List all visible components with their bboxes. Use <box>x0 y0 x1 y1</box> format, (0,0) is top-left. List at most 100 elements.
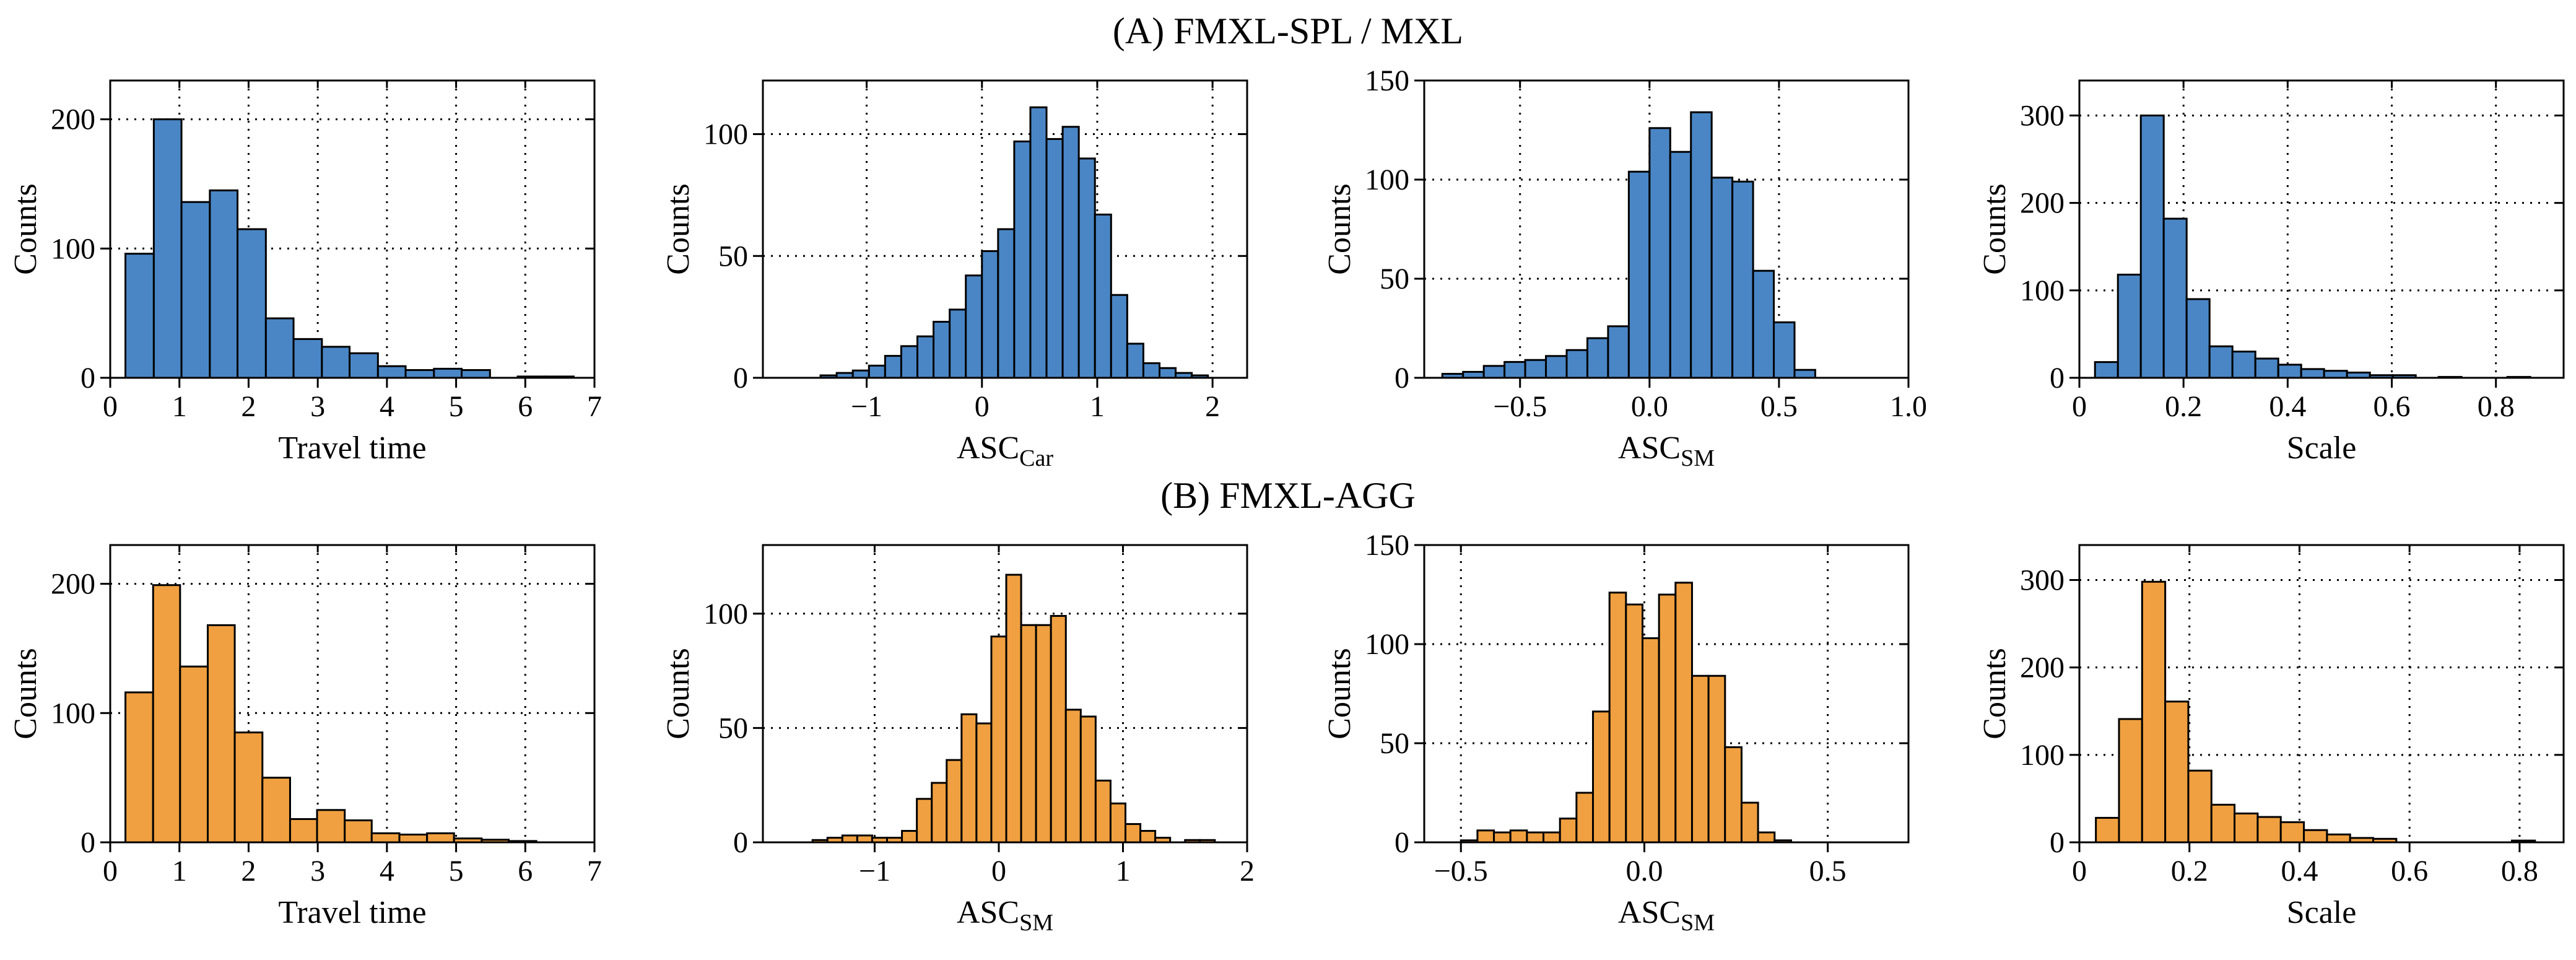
histogram-bar <box>1658 593 1677 844</box>
y-tick-label: 0 <box>733 362 748 395</box>
histogram-bar <box>916 335 935 379</box>
x-tick-label: 5 <box>449 855 464 888</box>
histogram-bar <box>264 317 295 379</box>
histogram-bar <box>1503 360 1526 379</box>
histogram-bar <box>124 253 155 379</box>
histogram-bar <box>916 798 933 844</box>
histogram-bar <box>1142 362 1160 379</box>
histogram-bar <box>2300 368 2325 379</box>
y-tick-label: 50 <box>1380 263 1409 295</box>
histogram-bar <box>1482 365 1506 379</box>
y-tick-label: 100 <box>703 118 748 151</box>
histogram-bar <box>949 308 967 379</box>
x-tick-label: 4 <box>380 390 394 423</box>
x-tick-label: 1 <box>172 855 187 888</box>
y-tick-label: 100 <box>703 598 748 631</box>
histogram-bar <box>1005 574 1022 844</box>
histogram-bar <box>1669 151 1692 379</box>
histogram-bar <box>2139 114 2165 379</box>
histogram-bar <box>933 321 951 379</box>
histogram-bar <box>1559 818 1578 844</box>
histogram-bar <box>1648 127 1671 379</box>
histogram-bar <box>152 118 183 379</box>
histogram-bar <box>1575 792 1595 844</box>
x-tick-label: 7 <box>587 855 602 888</box>
histogram-bar <box>292 338 323 379</box>
histogram-bar <box>2210 803 2236 844</box>
x-axis-label: Travel time <box>278 430 426 466</box>
y-axis-label: Counts <box>8 183 43 274</box>
y-tick-label: 100 <box>1365 164 1409 196</box>
histogram-bar <box>1020 624 1037 844</box>
x-tick-label: 0.6 <box>2391 855 2428 888</box>
histogram-bar <box>1013 140 1032 379</box>
y-axis-label: Counts <box>8 648 43 739</box>
histogram-bar <box>1592 710 1611 844</box>
histogram-bar <box>1050 614 1067 844</box>
histogram-panel-5: 0 1 2 3 4 5 6 7 0 100 200 Travel time Counts <box>8 544 602 930</box>
histogram-bar <box>851 369 870 379</box>
histogram-bar <box>1094 213 1112 379</box>
histogram-bar <box>975 722 993 844</box>
histogram-bar <box>965 274 983 379</box>
plot-frame <box>109 544 596 844</box>
histogram-bar <box>404 369 435 379</box>
histogram-bar <box>1124 823 1142 844</box>
histogram-bar <box>1045 137 1064 379</box>
histogram-bar <box>2256 816 2282 844</box>
plot-frame <box>762 79 1248 379</box>
histogram-bar <box>1625 603 1643 844</box>
histogram-bar <box>960 713 978 844</box>
x-tick-label: −1 <box>859 855 890 888</box>
histogram-bar <box>884 355 902 379</box>
x-tick-label: 1.0 <box>1890 390 1927 423</box>
histogram-bar <box>461 369 491 379</box>
x-tick-label: 3 <box>310 390 325 423</box>
x-tick-label: 0.5 <box>1809 855 1847 888</box>
histogram-bar <box>1064 709 1082 844</box>
x-tick-label: 0.0 <box>1625 855 1663 888</box>
histogram-bar <box>2208 345 2234 379</box>
histogram-bar <box>2279 821 2305 844</box>
y-tick-label: 150 <box>1365 64 1409 97</box>
x-tick-label: 0.4 <box>2281 855 2318 888</box>
histogram-bar <box>1773 321 1796 379</box>
histogram-bar <box>901 830 918 844</box>
y-axis-label: Counts <box>1977 648 2012 739</box>
x-tick-label: 7 <box>587 390 602 423</box>
x-axis-label: Scale <box>2287 430 2357 466</box>
histogram-bar <box>1139 830 1157 844</box>
histogram-panel-3: −0.5 0.0 0.5 1.0 0 50 100 150 ASCSM Counts <box>1322 64 1927 471</box>
histogram-panel-6: −1 0 1 2 0 50 100 ASCSM Counts <box>661 544 1255 936</box>
histogram-bar <box>841 834 858 844</box>
histogram-bar <box>1158 367 1177 379</box>
x-tick-label: 0.6 <box>2374 390 2411 423</box>
x-tick-label: 0.4 <box>2269 390 2306 423</box>
histogram-bar <box>1543 831 1561 844</box>
plot-frame <box>1423 79 1910 379</box>
histogram-bar <box>398 833 429 844</box>
histogram-bar <box>1690 674 1710 844</box>
histogram-bar <box>2162 217 2188 379</box>
histogram-bar <box>1545 355 1568 379</box>
plot-frame <box>2078 544 2565 844</box>
y-tick-label: 0 <box>733 826 748 859</box>
histogram-bar <box>207 624 236 844</box>
y-tick-label: 200 <box>2020 187 2065 220</box>
histogram-bar <box>1752 269 1775 379</box>
histogram-bar <box>1565 349 1588 379</box>
histogram-bar <box>209 189 239 379</box>
y-axis-label: Counts <box>661 648 696 739</box>
histogram-bar <box>2277 364 2302 379</box>
x-tick-label: 0.8 <box>2478 390 2515 423</box>
histogram-bar <box>1627 170 1651 379</box>
x-tick-label: 0 <box>103 855 118 888</box>
histogram-bar <box>152 584 181 844</box>
x-tick-label: 3 <box>310 855 325 888</box>
histogram-bar <box>2187 769 2213 844</box>
x-tick-label: 0.0 <box>1631 390 1668 423</box>
x-tick-label: 0 <box>975 390 990 423</box>
histogram-bar <box>1641 637 1660 844</box>
plot-frame <box>109 79 596 379</box>
x-axis-label: ASCSM <box>957 895 1053 936</box>
